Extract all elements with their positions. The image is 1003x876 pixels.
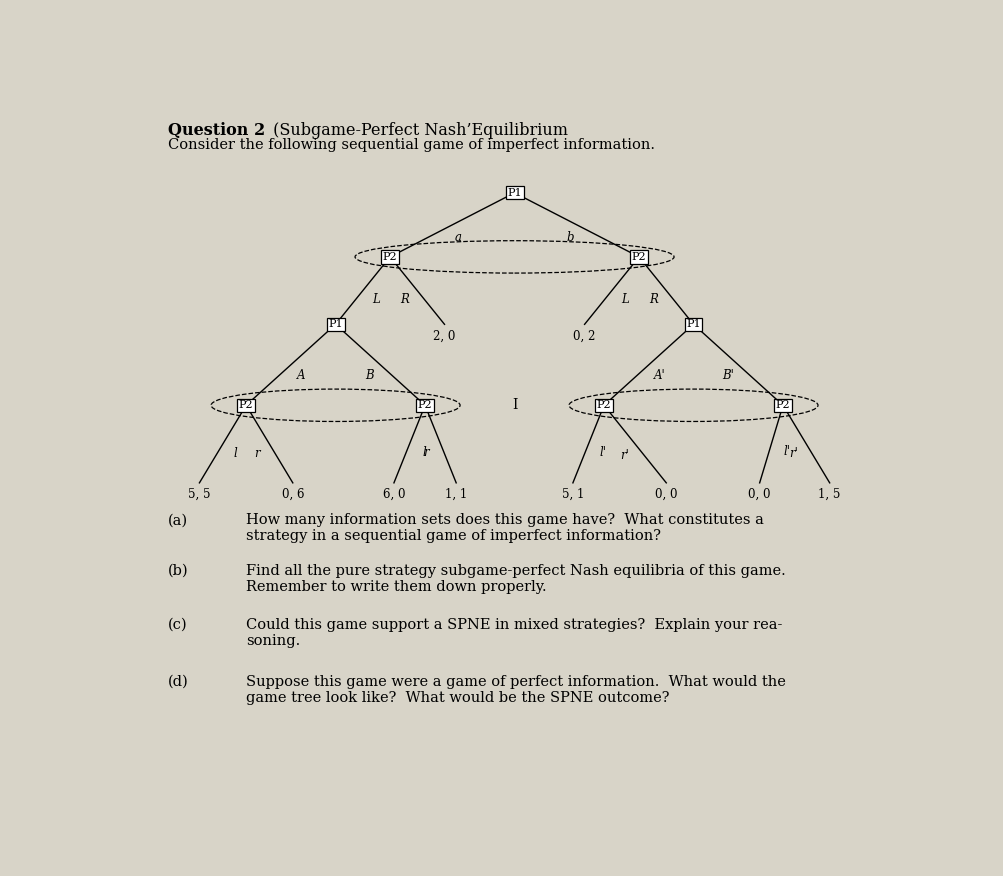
Text: R: R [648, 293, 657, 306]
Text: l: l [422, 446, 425, 459]
Text: P2: P2 [631, 252, 646, 262]
Text: L: L [371, 293, 379, 306]
Text: 5, 5: 5, 5 [188, 488, 211, 501]
Text: B: B [365, 369, 374, 382]
Text: a: a [454, 230, 461, 244]
Text: 0, 2: 0, 2 [573, 329, 595, 343]
Text: B': B' [721, 369, 733, 382]
Text: P2: P2 [382, 252, 397, 262]
Text: 0, 6: 0, 6 [281, 488, 304, 501]
Text: 0, 0: 0, 0 [654, 488, 677, 501]
Text: l': l' [782, 445, 789, 458]
Text: Suppose this game were a game of perfect information.  What would the
game tree : Suppose this game were a game of perfect… [246, 675, 785, 705]
Text: P1: P1 [685, 320, 700, 329]
Text: (Subgame-Perfect Nash’Equilibrium: (Subgame-Perfect Nash’Equilibrium [268, 122, 568, 139]
Text: Question 2: Question 2 [169, 122, 265, 139]
Text: 1, 5: 1, 5 [817, 488, 841, 501]
Text: P1: P1 [328, 320, 343, 329]
Text: 1, 1: 1, 1 [444, 488, 466, 501]
Text: r: r [423, 446, 428, 459]
Text: 6, 0: 6, 0 [382, 488, 405, 501]
Text: I: I [512, 399, 517, 413]
Text: P2: P2 [239, 400, 253, 410]
Text: P2: P2 [596, 400, 611, 410]
Text: 5, 1: 5, 1 [561, 488, 584, 501]
Text: L: L [620, 293, 628, 306]
Text: (b): (b) [169, 564, 189, 578]
Text: A': A' [653, 369, 665, 382]
Text: (c): (c) [169, 618, 188, 632]
Text: 0, 0: 0, 0 [747, 488, 770, 501]
Text: l: l [234, 448, 238, 461]
Text: P2: P2 [417, 400, 432, 410]
Text: A: A [297, 369, 305, 382]
Text: (d): (d) [169, 675, 189, 689]
Text: r': r' [619, 449, 628, 462]
Text: r': r' [788, 448, 797, 461]
Text: (a): (a) [169, 513, 189, 527]
Text: Consider the following sequential game of imperfect information.: Consider the following sequential game o… [169, 138, 655, 152]
Text: How many information sets does this game have?  What constitutes a
strategy in a: How many information sets does this game… [246, 513, 763, 543]
Text: l': l' [599, 446, 606, 459]
Text: Could this game support a SPNE in mixed strategies?  Explain your rea-
soning.: Could this game support a SPNE in mixed … [246, 618, 781, 648]
Text: b: b [567, 230, 574, 244]
Text: 2, 0: 2, 0 [433, 329, 455, 343]
Text: r: r [254, 448, 259, 461]
Text: P2: P2 [775, 400, 789, 410]
Text: Find all the pure strategy subgame-perfect Nash equilibria of this game.
Remembe: Find all the pure strategy subgame-perfe… [246, 564, 785, 594]
Text: R: R [399, 293, 408, 306]
Text: P1: P1 [507, 187, 522, 198]
